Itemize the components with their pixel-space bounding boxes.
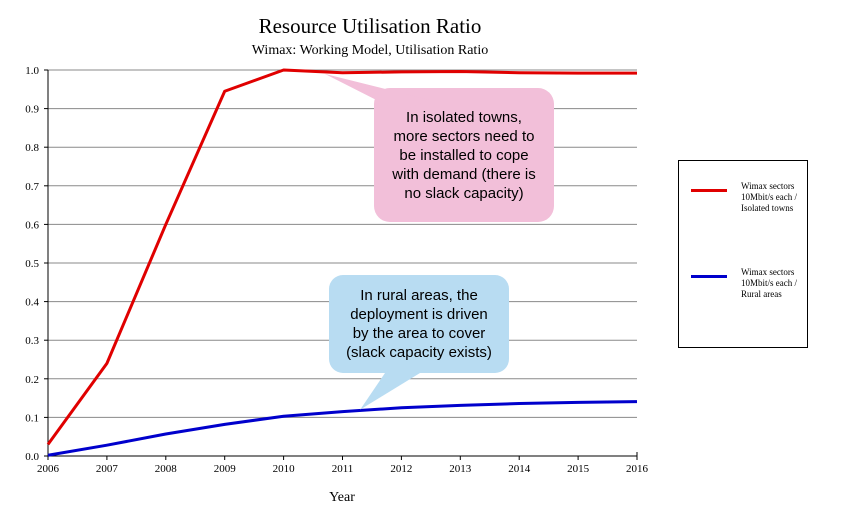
x-tick-label: 2011 xyxy=(332,463,354,475)
legend-label-isolated-towns: Wimax sectors 10Mbit/s each / Isolated t… xyxy=(741,181,797,213)
callout-line: In rural areas, the xyxy=(360,287,478,304)
y-tick-label: 0.8 xyxy=(25,142,39,154)
legend: Wimax sectors 10Mbit/s each / Isolated t… xyxy=(678,160,808,348)
chart-title: Resource Utilisation Ratio xyxy=(259,14,482,38)
y-tick-label: 0.1 xyxy=(25,412,39,424)
x-tick-label: 2010 xyxy=(273,463,296,475)
chart-subtitle: Wimax: Working Model, Utilisation Ratio xyxy=(252,43,488,58)
callout-pointer-rural xyxy=(360,373,420,410)
y-tick-label: 0.4 xyxy=(25,297,39,309)
y-tick-label: 0.6 xyxy=(25,219,39,231)
callout-line: by the area to cover xyxy=(352,325,486,342)
x-tick-label: 2009 xyxy=(214,463,237,475)
series-line-rural-areas xyxy=(47,400,638,457)
x-tick-label: 2015 xyxy=(567,463,590,475)
y-tick-label: 0.9 xyxy=(25,104,39,116)
x-tick-label: 2014 xyxy=(508,463,531,475)
x-tick-label: 2013 xyxy=(449,463,472,475)
callout-line: no slack capacity) xyxy=(404,184,524,202)
y-tick-label: 0.5 xyxy=(25,258,39,270)
x-tick-label: 2016 xyxy=(626,463,649,475)
callout-line: (slack capacity exists) xyxy=(346,344,492,361)
callout-line: deployment is driven xyxy=(350,306,488,323)
callout-text-isolated: In isolated towns, more sectors need to be… xyxy=(374,108,554,203)
callout-text-rural: In rural areas, the deployment is driven b… xyxy=(329,286,509,362)
y-tick-label: 1.0 xyxy=(25,65,39,77)
series-line-isolated-towns xyxy=(46,68,637,446)
callout-line: In isolated towns, xyxy=(406,108,522,126)
callout-bubble-rural xyxy=(329,275,509,373)
callout-pointer-isolated xyxy=(324,73,430,112)
x-tick-label: 2008 xyxy=(155,463,178,475)
x-tick-label: 2006 xyxy=(37,463,60,475)
callout-line: more sectors need to xyxy=(393,127,535,145)
callouts xyxy=(324,73,554,410)
y-tick-label: 0.7 xyxy=(25,181,39,193)
series-lines xyxy=(46,68,638,457)
y-tick-label: 0.3 xyxy=(25,335,39,347)
callout-bubble-isolated xyxy=(374,88,554,222)
legend-swatch-rural-areas xyxy=(691,275,727,278)
callout-line: be installed to cope xyxy=(399,146,529,164)
y-tick-label: 0.2 xyxy=(25,374,39,386)
x-tick-label: 2007 xyxy=(96,463,119,475)
axes: 0.0 0.1 0.2 0.3 0.4 0.5 0.6 0.7 0.8 0.9 1.0 2006 200… xyxy=(25,65,648,475)
y-tick-label: 0.0 xyxy=(25,451,39,463)
x-axis-label: Year xyxy=(329,490,355,505)
legend-swatch-isolated-towns xyxy=(691,189,727,192)
legend-label-rural-areas: Wimax sectors 10Mbit/s each / Rural area… xyxy=(741,267,797,299)
callout-line: with demand (there is xyxy=(392,165,536,183)
x-tick-label: 2012 xyxy=(390,463,412,475)
